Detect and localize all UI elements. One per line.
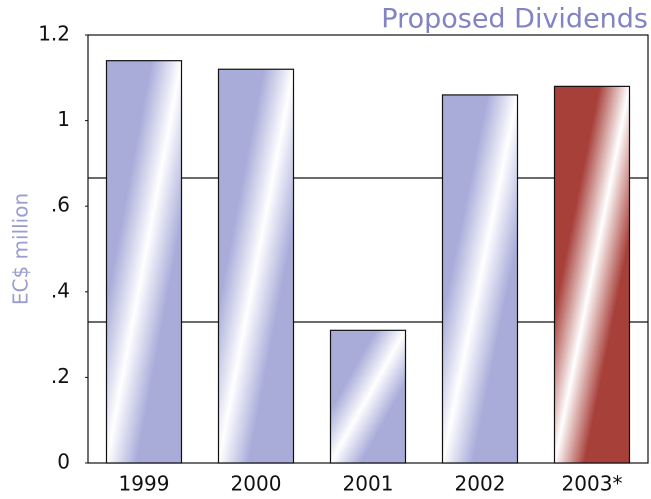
y-tick-label: .6 bbox=[51, 193, 70, 217]
y-tick-label: 0 bbox=[57, 450, 70, 474]
x-tick-label: 2002 bbox=[455, 472, 506, 496]
bar bbox=[105, 60, 183, 464]
x-tick-label: 2000 bbox=[231, 472, 282, 496]
chart-title: Proposed Dividends bbox=[381, 4, 648, 35]
x-tick-label: 2003* bbox=[562, 472, 623, 496]
y-tick-label: .4 bbox=[51, 278, 70, 302]
x-tick-label: 2001 bbox=[343, 472, 394, 496]
bar bbox=[553, 85, 631, 464]
y-tick-label: 1 bbox=[57, 107, 70, 131]
bar bbox=[441, 94, 519, 464]
bar bbox=[217, 68, 295, 464]
bar bbox=[329, 329, 407, 464]
y-tick-label: 1.2 bbox=[38, 22, 70, 46]
x-tick-label: 1999 bbox=[119, 472, 170, 496]
y-axis-label: EC$ million bbox=[9, 193, 33, 305]
y-tick-label: .2 bbox=[51, 364, 70, 388]
